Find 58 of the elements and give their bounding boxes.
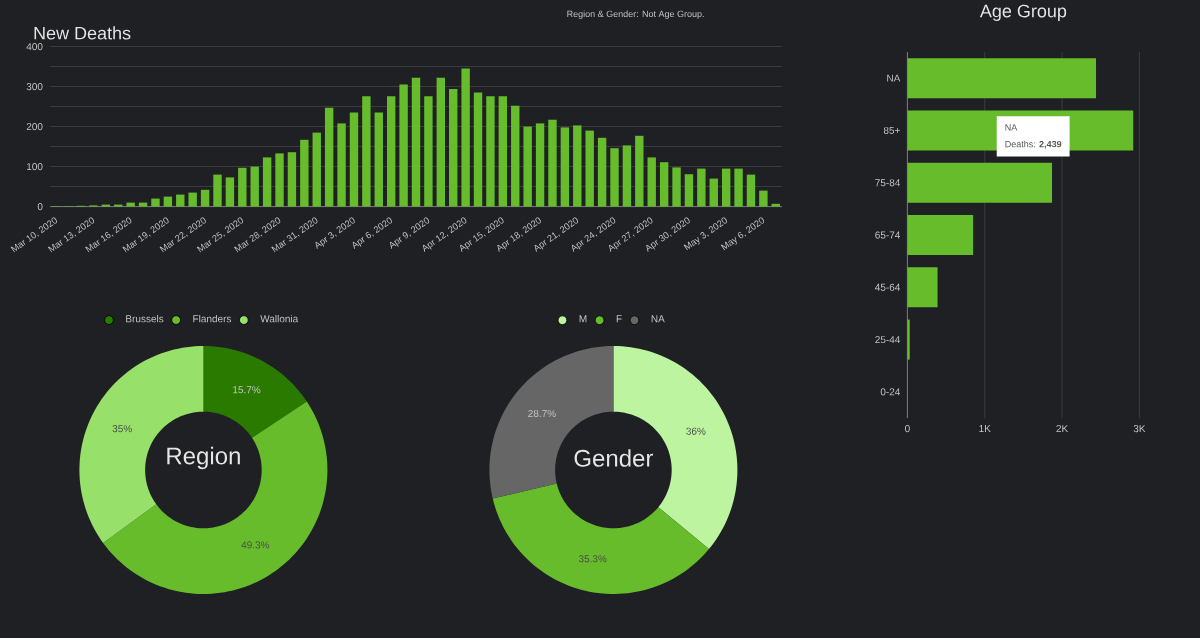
bar [622,145,632,207]
bar [709,178,718,207]
bar [349,112,359,207]
bar [424,96,433,207]
bar [250,166,259,207]
bar [486,96,495,207]
bar [734,168,743,207]
bar [436,77,446,207]
bar [635,135,644,207]
bar [610,148,619,207]
bar [759,190,768,207]
bar [262,157,272,207]
bar [473,92,483,207]
bar [907,267,938,308]
bar [535,123,545,207]
bar [374,112,383,207]
text: Gender [574,449,654,467]
bar [548,119,557,207]
bar [659,162,669,207]
bar [362,96,371,207]
bar [560,127,570,207]
bar [312,132,321,207]
bar [573,125,582,207]
bar [461,68,470,207]
bar [746,174,756,207]
bar [697,168,706,207]
bar [188,192,197,207]
bar [399,84,408,207]
bar [647,157,656,207]
bar [163,196,173,207]
bar [511,105,520,207]
bar [672,167,681,207]
chart-title: New Deaths [34,26,131,40]
text: Region [167,446,240,470]
bar [337,123,346,207]
bar [238,167,247,207]
bar [287,152,297,207]
bar [597,137,607,207]
bar [151,198,160,207]
bar [225,177,235,207]
bar [275,153,284,207]
bar [449,89,458,207]
bar [907,58,1097,99]
bar [411,77,421,207]
bar [721,168,731,207]
bar [585,130,594,207]
chart-title: Age Group [979,4,1067,21]
bar [907,215,974,256]
bar [213,174,222,207]
bar [684,174,694,207]
bar [324,107,334,207]
bar [200,189,210,207]
bar [176,194,185,207]
bar [907,162,1053,203]
bar [523,126,532,207]
bar [300,139,309,207]
bar [498,96,508,207]
bar [386,96,396,207]
